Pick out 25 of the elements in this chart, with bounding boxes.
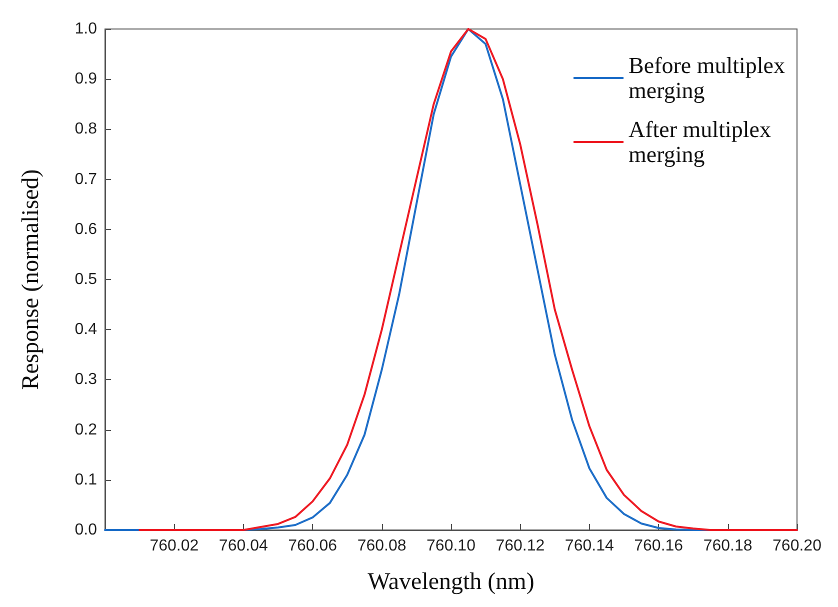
legend-label: Before multiplex merging: [628, 53, 786, 103]
x-tick-label: 760.18: [703, 538, 752, 554]
y-tick-label: 0.4: [74, 321, 98, 338]
x-tick-label: 760.16: [634, 538, 684, 554]
x-tick-label: 760.14: [564, 538, 614, 554]
y-axis-title: Response (normalised): [18, 169, 44, 390]
y-tick-label: 0.9: [74, 70, 98, 88]
y-tick-label: 0.8: [74, 120, 98, 138]
x-tick-label: 760.20: [772, 538, 822, 554]
x-tick-label: 760.10: [426, 538, 476, 554]
y-tick-label: 0.0: [74, 522, 98, 538]
y-tick-label: 0.3: [74, 371, 98, 388]
legend-label: After multiplex merging: [628, 117, 772, 167]
x-axis-title: Wavelength (nm): [368, 569, 534, 595]
x-tick-label: 760.08: [357, 538, 406, 554]
x-tick-label: 760.02: [150, 538, 199, 554]
y-tick-label: 0.7: [74, 170, 98, 188]
y-tick-label: 1.0: [74, 20, 98, 38]
x-tick-label: 760.06: [288, 538, 338, 554]
x-tick-label: 760.04: [218, 538, 268, 554]
x-tick-label: 760.12: [496, 538, 545, 554]
y-tick-label: 0.6: [74, 220, 98, 238]
y-tick-label: 0.1: [74, 471, 98, 488]
y-tick-label: 0.5: [74, 271, 98, 288]
y-tick-label: 0.2: [74, 421, 98, 438]
